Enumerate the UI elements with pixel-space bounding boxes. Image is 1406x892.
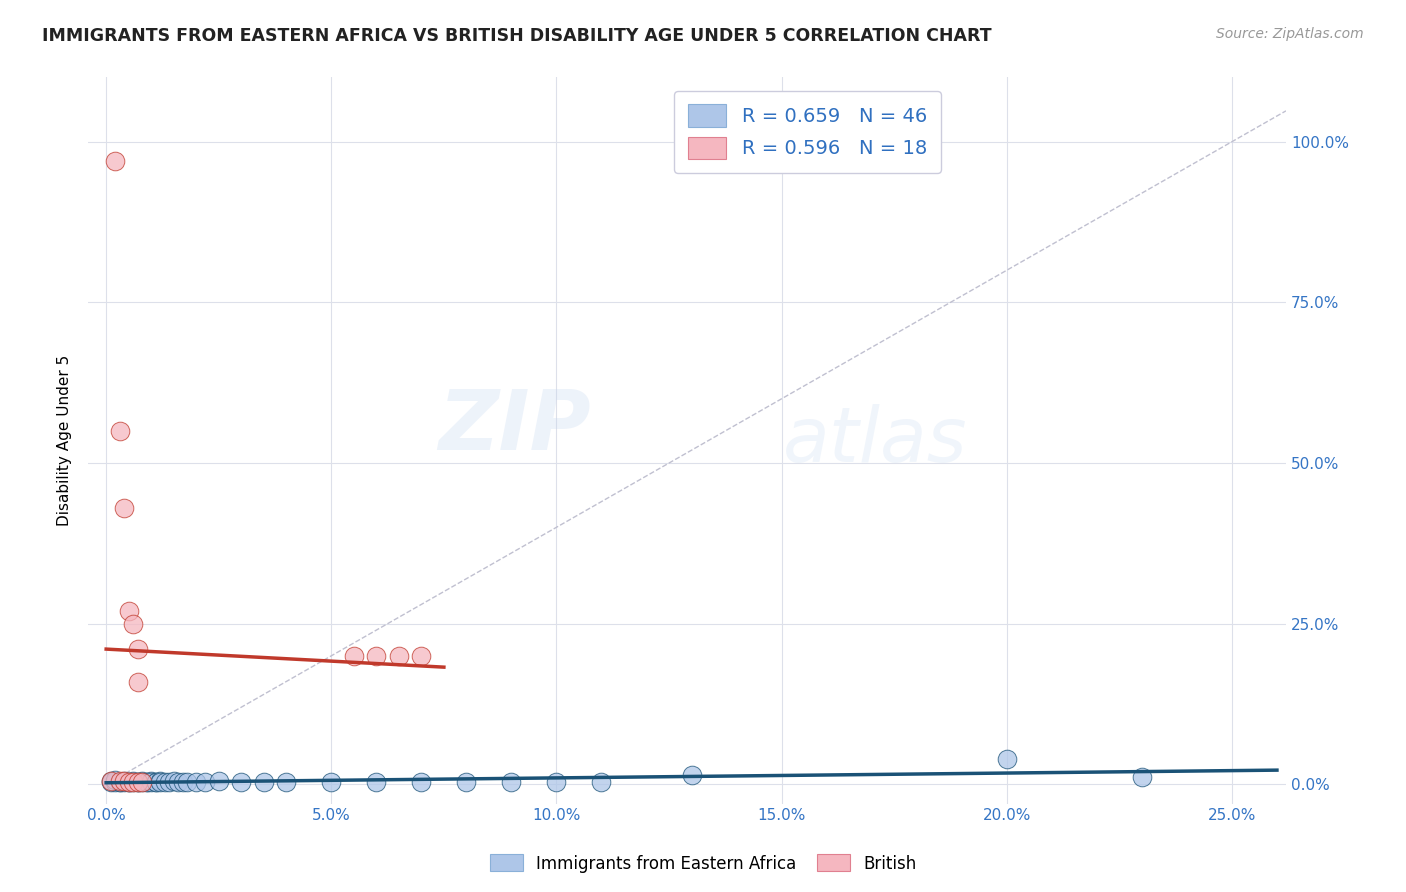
Point bbox=[208, 774, 231, 789]
Point bbox=[131, 774, 153, 789]
Point bbox=[100, 775, 122, 789]
Y-axis label: Disability Age Under 5: Disability Age Under 5 bbox=[58, 355, 72, 526]
Text: IMMIGRANTS FROM EASTERN AFRICA VS BRITISH DISABILITY AGE UNDER 5 CORRELATION CHA: IMMIGRANTS FROM EASTERN AFRICA VS BRITIS… bbox=[42, 27, 991, 45]
Point bbox=[112, 501, 135, 516]
Point bbox=[194, 775, 217, 789]
Point bbox=[366, 648, 388, 663]
Point bbox=[1130, 770, 1153, 784]
Point bbox=[135, 774, 157, 789]
Point bbox=[591, 774, 613, 789]
Point bbox=[149, 774, 172, 789]
Point bbox=[108, 774, 131, 789]
Legend: Immigrants from Eastern Africa, British: Immigrants from Eastern Africa, British bbox=[482, 847, 924, 880]
Point bbox=[172, 774, 194, 789]
Point bbox=[122, 774, 145, 789]
Point bbox=[456, 775, 478, 789]
Point bbox=[141, 775, 163, 789]
Point bbox=[141, 774, 163, 789]
Point bbox=[186, 774, 208, 789]
Point bbox=[127, 775, 149, 789]
Point bbox=[118, 604, 141, 618]
Point bbox=[108, 774, 131, 789]
Point bbox=[131, 775, 153, 789]
Point bbox=[276, 774, 298, 789]
Point bbox=[118, 775, 141, 789]
Point bbox=[127, 642, 149, 657]
Point bbox=[411, 774, 433, 789]
Point bbox=[122, 775, 145, 789]
Point bbox=[135, 775, 157, 789]
Point bbox=[157, 775, 180, 789]
Point bbox=[127, 775, 149, 789]
Point bbox=[108, 775, 131, 789]
Point bbox=[118, 774, 141, 789]
Point bbox=[127, 774, 149, 789]
Point bbox=[122, 616, 145, 631]
Point bbox=[145, 775, 167, 789]
Point bbox=[153, 774, 176, 789]
Point bbox=[366, 775, 388, 789]
Point bbox=[112, 775, 135, 789]
Point bbox=[231, 774, 253, 789]
Point bbox=[104, 773, 127, 788]
Point bbox=[149, 775, 172, 789]
Point bbox=[995, 751, 1018, 765]
Point bbox=[112, 774, 135, 789]
Point bbox=[388, 648, 411, 663]
Point bbox=[104, 774, 127, 789]
Point bbox=[145, 774, 167, 789]
Point bbox=[167, 775, 190, 789]
Point bbox=[131, 775, 153, 789]
Point bbox=[176, 775, 198, 789]
Legend: R = 0.659   N = 46, R = 0.596   N = 18: R = 0.659 N = 46, R = 0.596 N = 18 bbox=[673, 91, 941, 173]
Point bbox=[122, 774, 145, 789]
Point bbox=[100, 774, 122, 789]
Point bbox=[118, 774, 141, 789]
Point bbox=[253, 775, 276, 789]
Point bbox=[163, 774, 186, 789]
Point bbox=[546, 775, 568, 789]
Point bbox=[112, 774, 135, 789]
Point bbox=[127, 674, 149, 689]
Text: atlas: atlas bbox=[783, 403, 967, 477]
Point bbox=[104, 153, 127, 168]
Point bbox=[343, 648, 366, 663]
Text: Source: ZipAtlas.com: Source: ZipAtlas.com bbox=[1216, 27, 1364, 41]
Point bbox=[501, 774, 523, 789]
Point bbox=[411, 648, 433, 663]
Point bbox=[100, 774, 122, 789]
Point bbox=[108, 424, 131, 438]
Text: ZIP: ZIP bbox=[439, 385, 592, 467]
Point bbox=[681, 767, 703, 781]
Point bbox=[321, 774, 343, 789]
